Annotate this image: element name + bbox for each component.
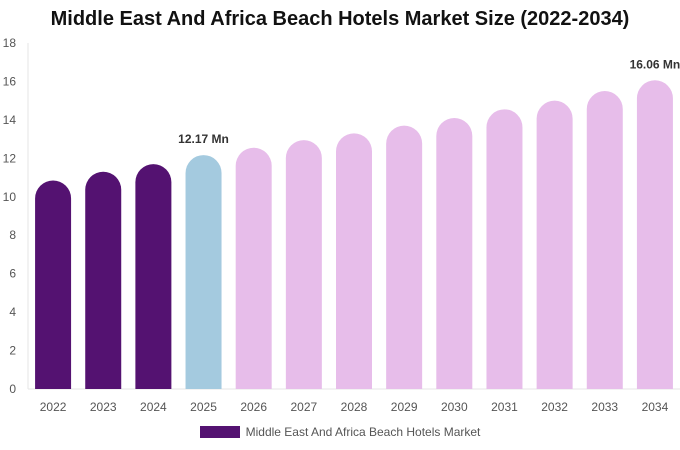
annotations: 12.17 Mn 16.06 Mn <box>178 57 680 146</box>
x-tick-label: 2025 <box>190 400 217 414</box>
bar-2029 <box>386 125 423 390</box>
x-tick-label: 2034 <box>642 400 669 414</box>
bar-2026 <box>235 147 272 389</box>
y-tick-label: 8 <box>9 228 16 242</box>
x-tick-label: 2027 <box>290 400 317 414</box>
x-tick-label: 2022 <box>40 400 67 414</box>
data-label-2025: 12.17 Mn <box>178 132 229 146</box>
bar-2032 <box>536 100 573 389</box>
chart-title: Middle East And Africa Beach Hotels Mark… <box>50 8 630 30</box>
bar-2022 <box>35 180 72 389</box>
y-tick-label: 16 <box>3 74 17 88</box>
y-axis: 0 2 4 6 8 10 12 14 16 18 <box>3 36 29 396</box>
x-tick-label: 2028 <box>341 400 368 414</box>
bar-2034 <box>636 80 673 390</box>
x-tick-label: 2033 <box>591 400 618 414</box>
y-tick-label: 18 <box>3 36 17 50</box>
x-tick-label: 2023 <box>90 400 117 414</box>
x-axis: 2022 2023 2024 2025 2026 2027 2028 2029 2030 2031… <box>28 388 680 414</box>
bar-2033 <box>586 91 623 390</box>
data-label-2034: 16.06 Mn <box>630 57 680 71</box>
y-tick-label: 0 <box>9 382 16 396</box>
y-tick-label: 4 <box>9 305 16 319</box>
legend-label: Middle East And Africa Beach Hotels Mark… <box>245 425 481 439</box>
x-tick-label: 2026 <box>240 400 267 414</box>
bar-2031 <box>486 109 523 390</box>
y-tick-label: 14 <box>3 113 17 127</box>
bar-2025 <box>185 155 222 389</box>
bar-2023 <box>85 171 122 389</box>
bar-2030 <box>436 117 473 389</box>
x-tick-label: 2031 <box>491 400 518 414</box>
y-tick-label: 2 <box>9 344 16 358</box>
y-tick-label: 6 <box>9 267 16 281</box>
x-tick-label: 2029 <box>391 400 418 414</box>
legend: Middle East And Africa Beach Hotels Mark… <box>0 425 680 439</box>
bars <box>35 80 673 390</box>
x-tick-label: 2032 <box>541 400 568 414</box>
legend-swatch <box>199 426 240 438</box>
y-tick-label: 12 <box>3 151 17 165</box>
x-tick-label: 2024 <box>140 400 167 414</box>
bar-2027 <box>285 140 322 389</box>
x-tick-label: 2030 <box>441 400 468 414</box>
bar-2028 <box>336 133 372 389</box>
y-tick-label: 10 <box>3 190 17 204</box>
bar-2024 <box>135 164 172 389</box>
